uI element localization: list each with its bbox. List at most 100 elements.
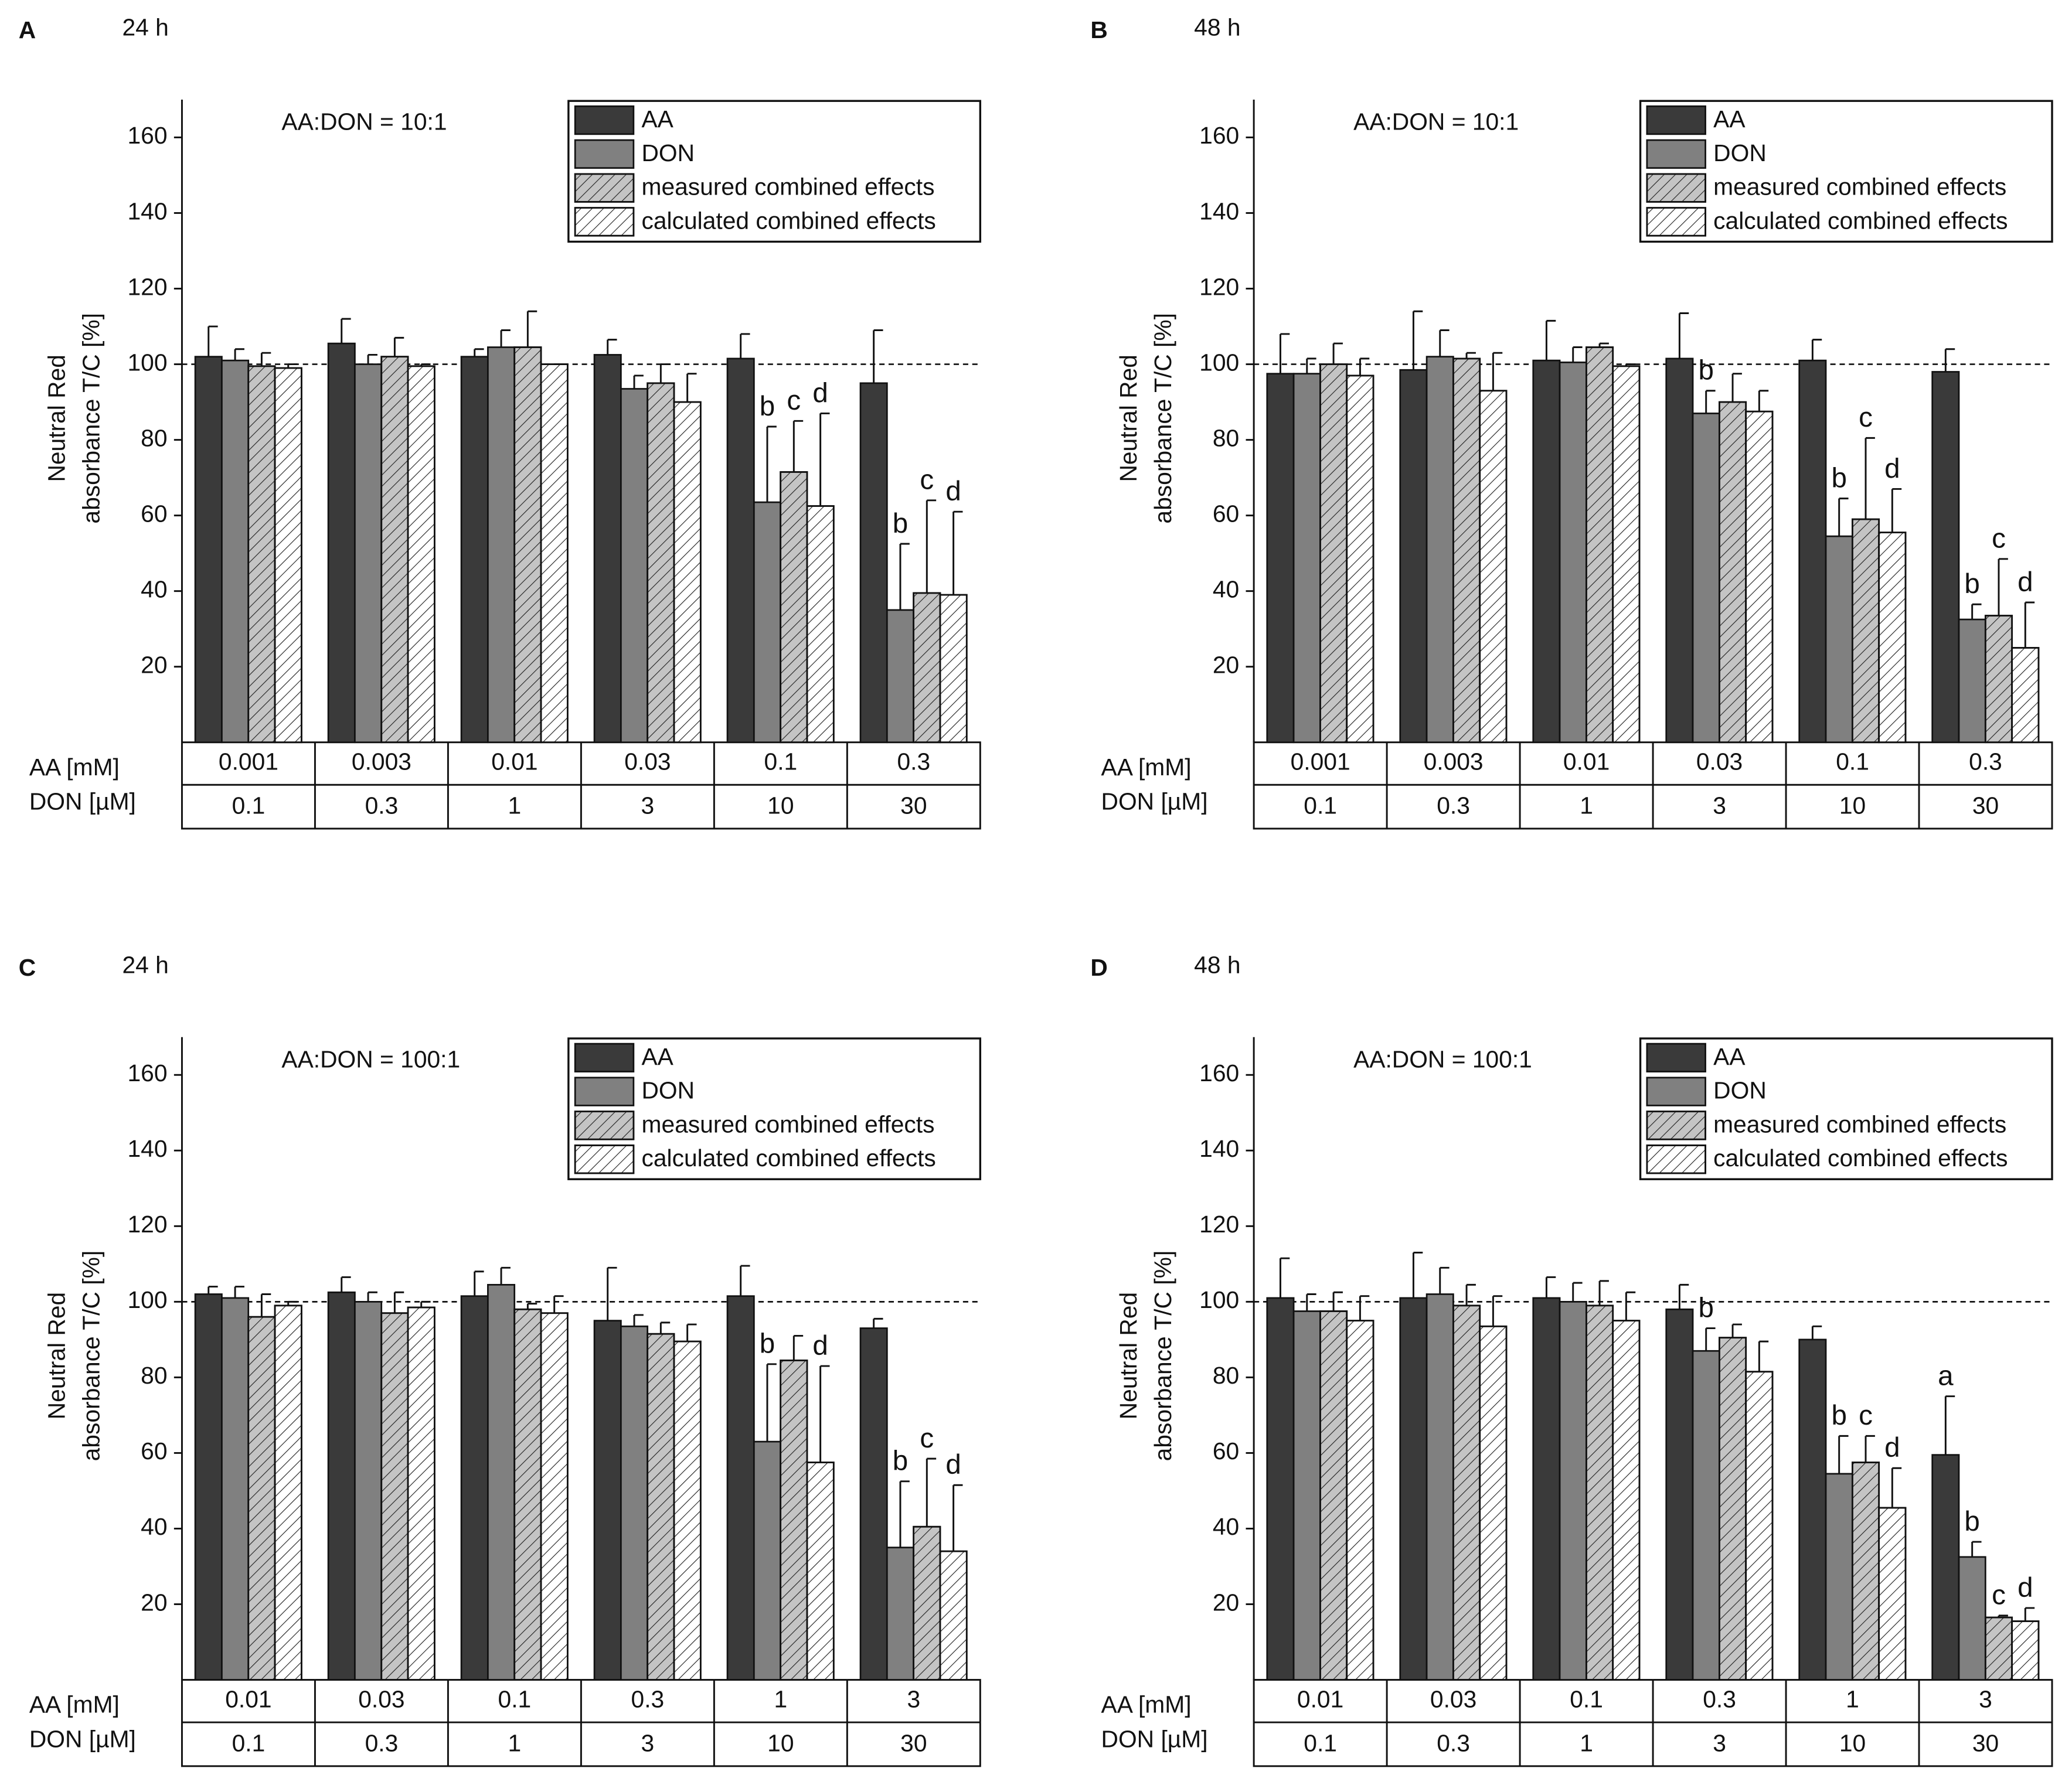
y-tick-label: 140 — [127, 1135, 167, 1162]
bar-hatch — [1719, 1337, 1747, 1681]
legend-label: DON — [641, 139, 695, 166]
bar — [194, 356, 223, 744]
significance-letter: d — [1884, 453, 1900, 484]
table-cell: 0.1 — [498, 1686, 532, 1713]
significance-letter: d — [945, 1449, 961, 1480]
bar-hatch — [647, 382, 675, 744]
annotation: AA:DON = 100:1 — [1353, 1045, 1532, 1072]
y-axis-label: Neutral Red — [43, 1292, 70, 1420]
error-bar — [1492, 352, 1503, 391]
bar-hatch — [407, 365, 436, 744]
table-cell: 0.001 — [219, 748, 278, 775]
bar-hatch — [247, 1316, 276, 1681]
error-bar — [873, 1317, 883, 1328]
table-cell: 0.03 — [624, 748, 671, 775]
error-bar — [287, 1300, 298, 1306]
y-tick-label: 100 — [127, 1286, 167, 1313]
bar-hatch — [673, 401, 702, 744]
error-bar — [260, 352, 271, 366]
bar — [354, 1301, 383, 1681]
error-bar — [1891, 488, 1902, 533]
error-bar — [1572, 1282, 1583, 1302]
bar-hatch — [274, 367, 302, 744]
error-bar — [1625, 1291, 1636, 1321]
legend-label: measured combined effects — [1713, 173, 2006, 200]
bar — [1425, 1293, 1454, 1681]
panel: C 24 h AA:DON = 100:1 Neutral Red absorbance… — [19, 951, 982, 1767]
legend-label: calculated combined effects — [1713, 1144, 2008, 1171]
bar-hatch — [1479, 1325, 1508, 1681]
error-bar — [1439, 1266, 1450, 1295]
panel-title: 48 h — [1194, 14, 1240, 41]
row-label: DON [µM] — [1101, 788, 1208, 815]
bar-hatch — [806, 1462, 835, 1681]
table-cell: 0.3 — [1437, 1729, 1470, 1756]
y-tick-label: 160 — [1199, 1060, 1239, 1086]
bar — [221, 1297, 250, 1681]
bar — [726, 357, 755, 744]
bar-hatch — [2011, 647, 2040, 744]
table-cell: 30 — [900, 1729, 927, 1756]
bar-hatch — [913, 1525, 941, 1681]
error-bar — [1678, 312, 1689, 359]
error-bar — [607, 339, 617, 355]
error-bar — [207, 1286, 218, 1295]
error-bar — [873, 329, 883, 383]
bar — [1958, 1556, 1986, 1681]
error-bar — [1865, 1435, 1875, 1463]
y-tick-label: 60 — [1213, 500, 1239, 527]
error-bar — [500, 1266, 511, 1285]
bar — [886, 609, 915, 744]
significance-letter: d — [812, 1330, 828, 1361]
error-bar — [952, 1484, 963, 1552]
table-cell: 0.001 — [1291, 748, 1350, 775]
legend-swatch — [574, 1043, 635, 1073]
error-bar — [899, 1480, 910, 1548]
y-axis-label: Neutral Red — [1115, 1292, 1142, 1420]
legend-box — [1639, 1037, 2053, 1180]
legend-label: calculated combined effects — [641, 207, 935, 234]
error-bar — [1731, 373, 1742, 403]
bar — [1931, 371, 1960, 744]
error-bar — [1332, 1291, 1343, 1312]
error-bar — [1359, 1295, 1370, 1321]
bar — [1692, 1350, 1720, 1681]
legend-label: AA — [1713, 105, 1746, 132]
error-bar — [766, 425, 777, 503]
significance-letter: b — [1698, 1292, 1713, 1323]
bar — [1532, 359, 1561, 744]
error-bar — [260, 1293, 271, 1317]
error-bar — [1944, 348, 1955, 372]
table-cell: 3 — [1713, 1729, 1726, 1756]
table-cell: 0.03 — [1696, 748, 1743, 775]
bar — [593, 354, 622, 744]
table-cell: 0.03 — [358, 1686, 404, 1713]
bar-hatch — [1452, 1304, 1481, 1681]
error-bar — [341, 1276, 351, 1293]
bar — [1292, 373, 1321, 744]
y-tick-label: 40 — [141, 575, 167, 602]
table-cell: 0.1 — [232, 792, 266, 819]
legend-swatch — [1646, 105, 1706, 135]
y-tick-label: 20 — [1213, 1589, 1239, 1616]
y-tick-label: 120 — [127, 1211, 167, 1238]
bar-hatch — [1851, 1462, 1880, 1681]
error-bar — [1705, 390, 1716, 414]
significance-letter: c — [920, 465, 934, 496]
row-label: DON [µM] — [1101, 1726, 1208, 1753]
error-bar — [792, 1334, 804, 1361]
table-cell: 3 — [1713, 792, 1726, 819]
bar — [1825, 1473, 1853, 1681]
panel: A 24 h AA:DON = 10:1 Neutral Red absorbance … — [19, 14, 982, 830]
bar — [1665, 357, 1694, 744]
legend-hatch — [1646, 207, 1706, 237]
bar — [620, 1325, 649, 1681]
error-bar — [393, 336, 404, 357]
significance-letter: d — [812, 377, 828, 408]
y-axis-label: absorbance T/C [%] — [1149, 313, 1176, 524]
table-cell: 30 — [1972, 1729, 1999, 1756]
error-bar — [926, 1457, 937, 1527]
row-label: AA [mM] — [29, 754, 120, 781]
error-bar — [553, 1295, 564, 1313]
